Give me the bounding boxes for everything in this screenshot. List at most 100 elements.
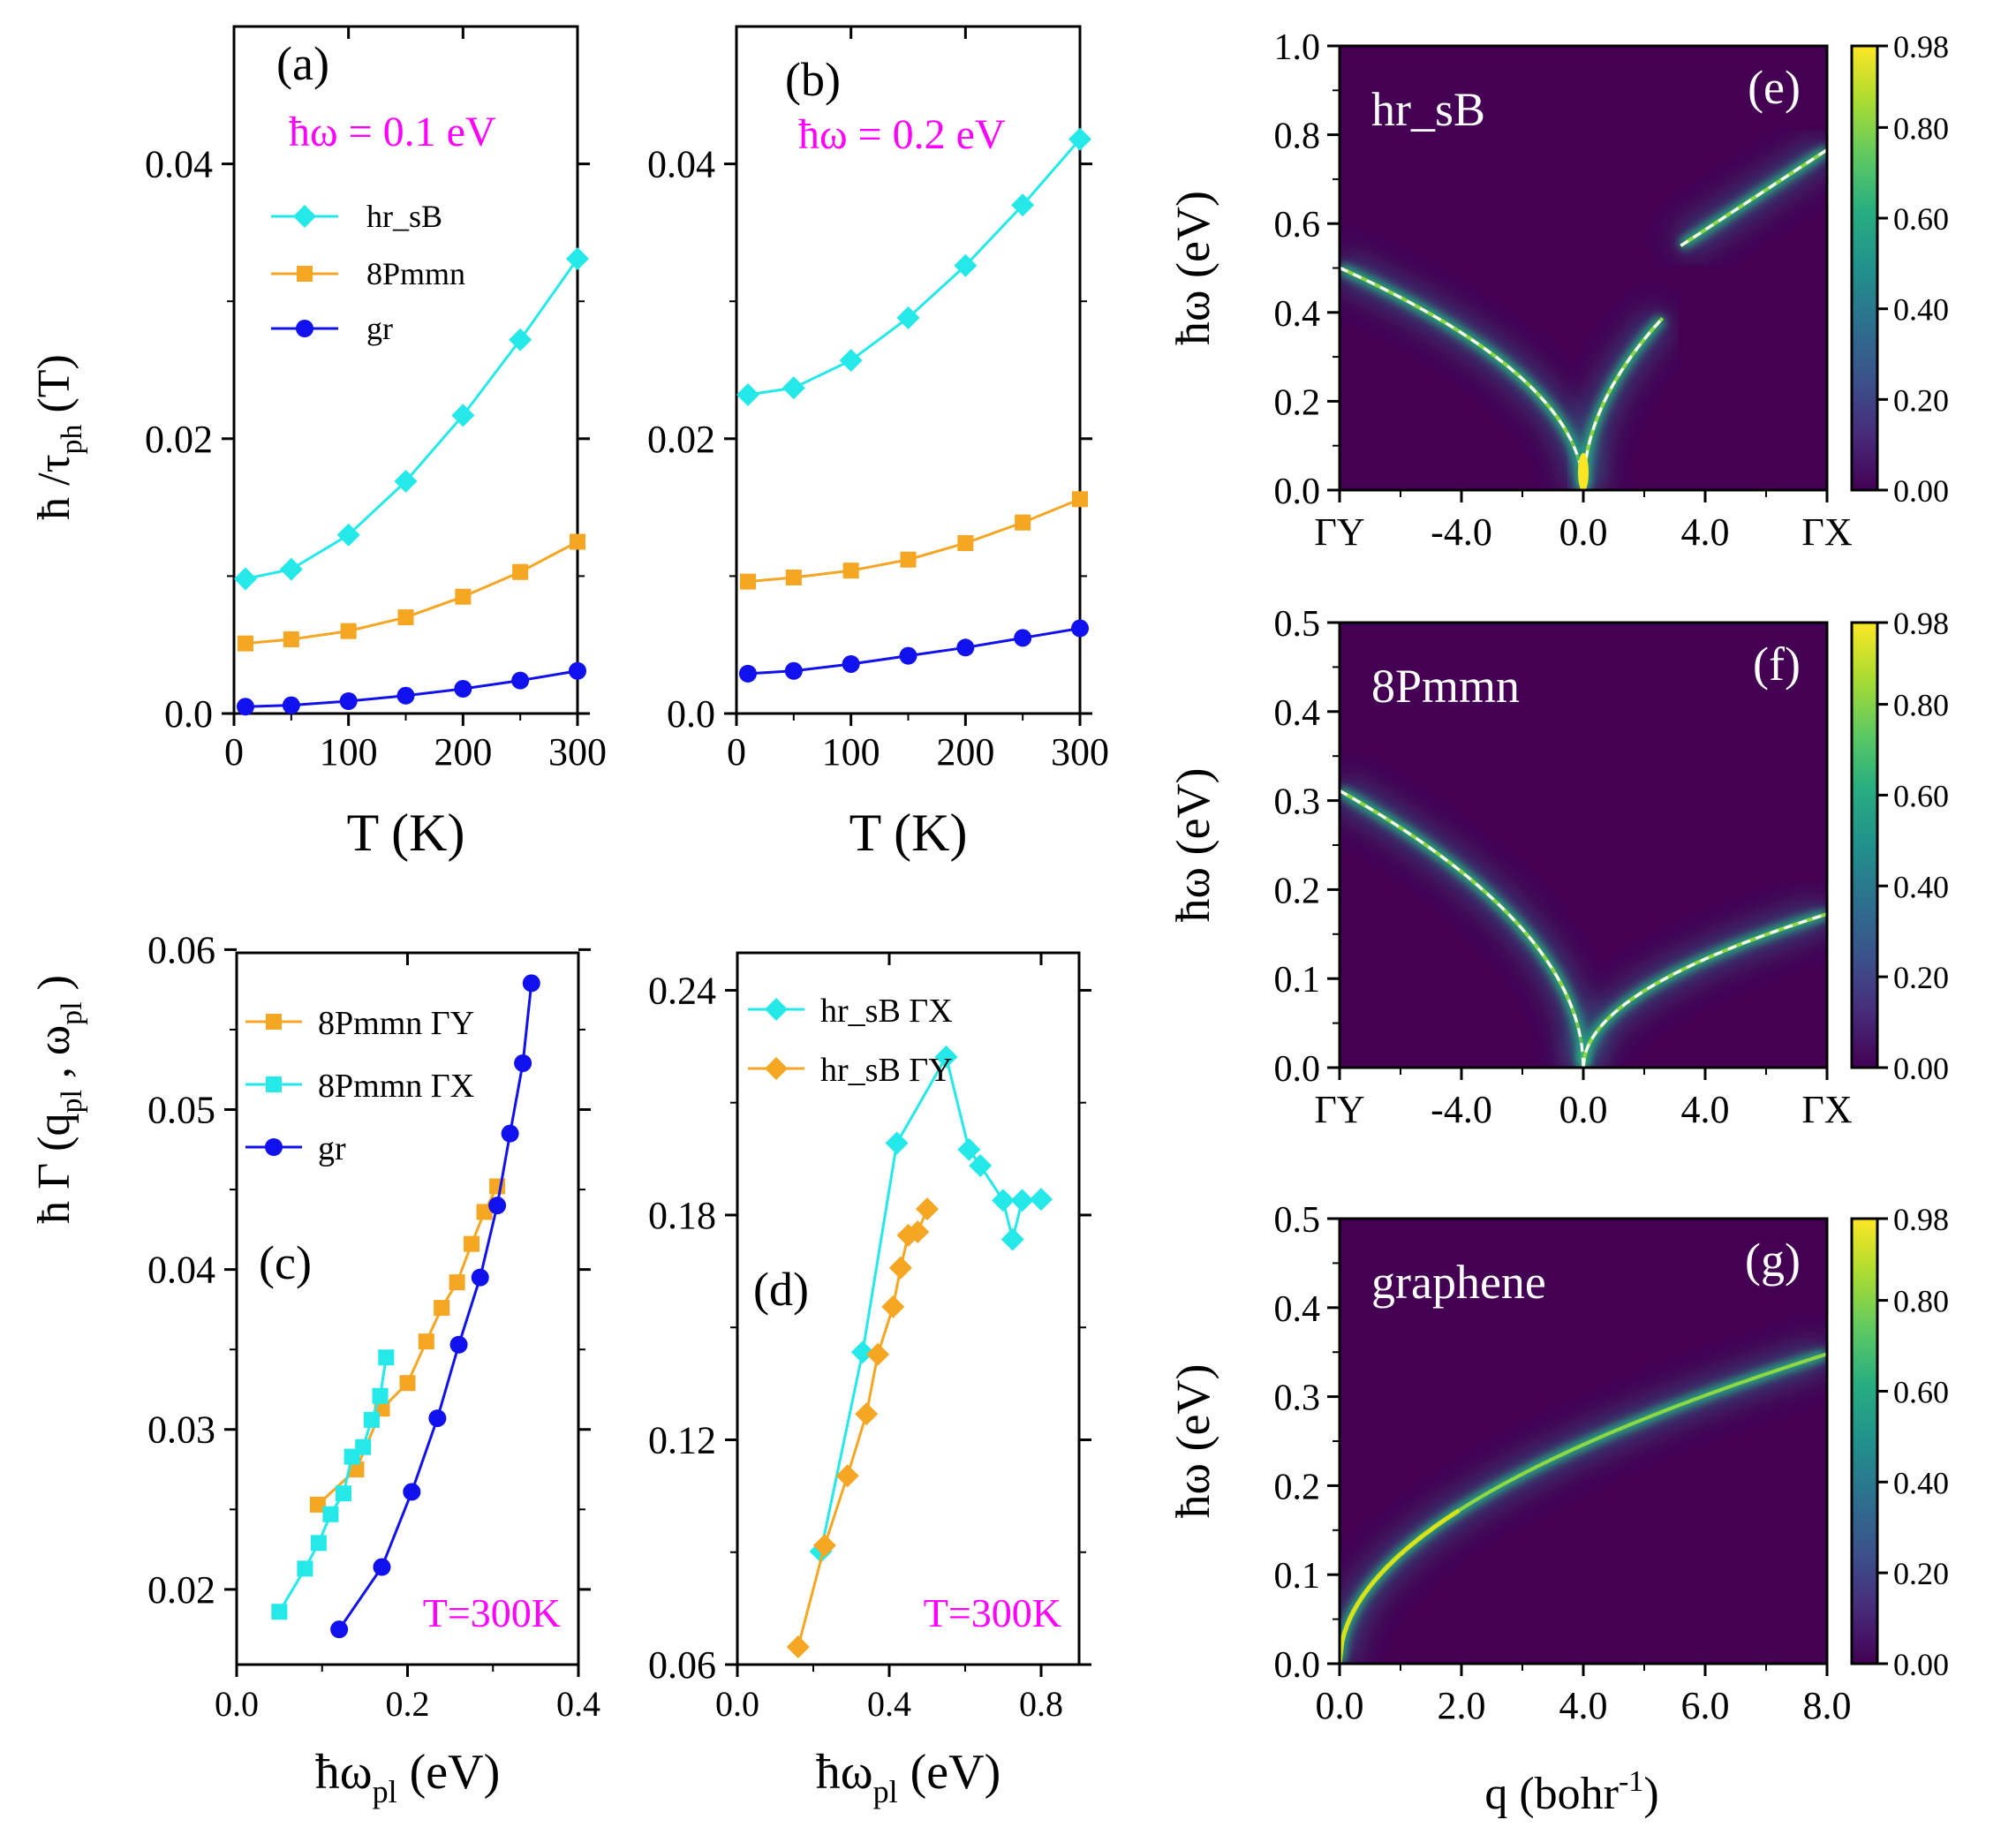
data-point — [570, 533, 585, 550]
data-point — [839, 349, 863, 373]
x-tick-label: 200 — [936, 730, 994, 774]
colorbar-tick-label: 0.40 — [1893, 292, 1949, 328]
y-tick-label: 0.3 — [1274, 1378, 1321, 1419]
y-tick-label: 0.03 — [147, 1408, 215, 1452]
data-point — [1071, 619, 1089, 638]
data-point — [322, 1506, 339, 1522]
panel-label: (b) — [785, 53, 841, 106]
data-point — [885, 1131, 909, 1155]
material-label: 8Pmmn — [1371, 660, 1520, 713]
colorbar-tick-label: 0.20 — [1893, 960, 1949, 995]
legend-label: hr_sB — [366, 199, 442, 234]
x-tick-label: 4.0 — [1681, 1088, 1730, 1131]
data-point — [464, 1235, 480, 1252]
legend-label: gr — [366, 311, 393, 346]
y-tick-label: 0.12 — [648, 1418, 716, 1461]
data-point — [449, 1335, 468, 1354]
ylabel-top: ħ /τph (T) — [29, 354, 88, 520]
x-tick-label: -4.0 — [1431, 1088, 1492, 1131]
data-point — [1010, 1189, 1034, 1212]
data-point — [236, 698, 254, 716]
colorbar-tick-label: 0.00 — [1893, 1051, 1949, 1086]
y-tick-label: 0.02 — [147, 1568, 215, 1612]
peak-bright-segment — [1340, 1508, 1461, 1664]
y-tick-label: 0.1 — [1274, 1556, 1321, 1597]
data-point — [476, 1204, 493, 1220]
plot-frame — [232, 25, 579, 715]
x-tick-label: 0 — [727, 730, 746, 774]
data-point — [509, 328, 532, 351]
data-point — [279, 557, 303, 581]
data-point — [812, 1534, 836, 1558]
data-point — [501, 1124, 519, 1143]
data-point — [454, 679, 472, 698]
y-tick-label: 0.0 — [1274, 1645, 1321, 1686]
plot-frame — [735, 25, 1082, 715]
x-tick-label: ΓX — [1801, 1088, 1852, 1131]
y-tick-label: 0.5 — [1274, 604, 1321, 645]
peak-hotspot — [1578, 452, 1589, 490]
data-point — [282, 696, 300, 714]
x-tick-label: 300 — [1051, 730, 1109, 774]
data-point — [781, 376, 805, 400]
data-point — [896, 306, 920, 329]
data-point — [399, 1375, 416, 1392]
x-tick-label: 100 — [320, 730, 378, 774]
data-point — [449, 1274, 465, 1291]
data-point — [271, 1604, 288, 1620]
x-tick-label: 0.0 — [215, 1684, 259, 1724]
data-point — [916, 1197, 939, 1221]
annotation: ħω = 0.2 eV — [798, 111, 1006, 158]
panel-b: 0 100 200 300 0.0 0.02 0.04 T (K) (b) ħω = 0.2 eV — [647, 25, 1109, 862]
y-tick-label: 0.0 — [667, 692, 715, 736]
data-point — [336, 523, 360, 547]
colorbar-tick-label: 0.80 — [1893, 688, 1949, 723]
heatmap-content — [1340, 137, 1827, 490]
legend-label: gr — [318, 1130, 346, 1167]
colorbar-tick-label: 0.20 — [1893, 382, 1949, 418]
y-tick-label: 0.24 — [648, 969, 716, 1012]
panel-f: ΓY -4.0 0.0 4.0 ΓX 0.0 0.1 0.2 0.3 0.4 0.5 ħω (eV) 8… — [1167, 604, 1949, 1131]
y-tick-label: 0.3 — [1274, 782, 1321, 823]
y-tick-label: 1.0 — [1274, 27, 1321, 68]
colorbar-tick-label: 0.60 — [1893, 1374, 1949, 1409]
data-point — [785, 569, 802, 585]
data-point — [378, 1349, 395, 1366]
y-tick-label: 0.0 — [1274, 1049, 1321, 1090]
data-point — [1011, 193, 1035, 217]
panel-g: 0.0 2.0 4.0 6.0 8.0 0.0 0.1 0.2 0.3 0.4 0.5 ħω (eV)… — [1167, 1200, 1949, 1727]
data-point — [348, 1461, 365, 1478]
legend-marker — [266, 1076, 282, 1092]
y-tick-label: 0.4 — [1274, 693, 1321, 734]
y-tick-label: 0.5 — [1274, 1200, 1321, 1241]
data-point — [888, 1256, 912, 1280]
panel-label: (d) — [753, 1263, 809, 1316]
y-tick-label: 0.8 — [1274, 117, 1321, 157]
data-point — [451, 404, 475, 427]
colorbar — [1850, 1217, 1879, 1665]
data-point — [512, 563, 529, 580]
x-axis-label: T (K) — [849, 804, 968, 862]
x-axis-label: T (K) — [347, 804, 465, 862]
data-point — [394, 470, 418, 494]
data-point — [396, 686, 415, 705]
y-tick-label: 0.04 — [647, 143, 715, 186]
series-line-hr_sB-ΓX — [819, 1053, 1042, 1552]
data-point — [957, 1137, 981, 1161]
x-tick-label: 4.0 — [1681, 510, 1730, 554]
data-point — [363, 1411, 380, 1428]
data-point — [835, 1464, 859, 1488]
legend-marker — [266, 1014, 282, 1030]
y-tick-label: 0.6 — [1274, 205, 1321, 245]
data-point — [906, 1220, 930, 1244]
data-point — [309, 1496, 326, 1513]
y-tick-label: 0.4 — [1274, 294, 1321, 335]
data-point — [1068, 127, 1091, 151]
legend-label: hr_sB ΓY — [820, 1052, 953, 1089]
data-point — [355, 1439, 372, 1455]
data-point — [428, 1409, 447, 1428]
colorbar-tick-label: 0.80 — [1893, 110, 1949, 146]
colorbar-tick-label: 0.60 — [1893, 778, 1949, 813]
data-point — [455, 588, 472, 605]
svg-text:ħ Γ (qpl , ωpl ): ħ Γ (qpl , ωpl ) — [29, 975, 88, 1224]
